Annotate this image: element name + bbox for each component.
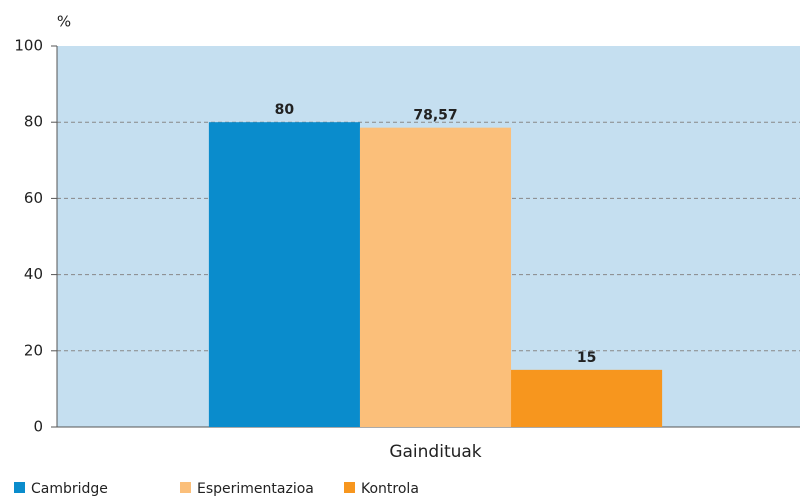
legend-label: Kontrola xyxy=(361,481,419,497)
x-tick-label: Gaindituak xyxy=(389,442,481,462)
bar xyxy=(359,127,512,427)
legend-label: Cambridge xyxy=(31,481,108,497)
data-label: 80 xyxy=(275,102,295,118)
data-label: 15 xyxy=(577,350,596,366)
legend-label: Esperimentazioa xyxy=(197,481,314,497)
y-tick-label: 100 xyxy=(14,37,43,55)
legend-swatch xyxy=(180,482,191,493)
bar xyxy=(208,122,360,427)
y-tick-label: 60 xyxy=(24,189,43,207)
y-tick-label: 20 xyxy=(24,341,43,359)
data-label: 78,57 xyxy=(413,108,457,124)
y-tick-label: 80 xyxy=(24,113,43,131)
legend-swatch xyxy=(344,482,355,493)
y-axis-label: % xyxy=(57,13,71,31)
legend-swatch xyxy=(14,482,25,493)
y-tick-label: 40 xyxy=(24,265,43,283)
bar xyxy=(511,369,663,427)
y-tick-label: 0 xyxy=(33,418,43,436)
